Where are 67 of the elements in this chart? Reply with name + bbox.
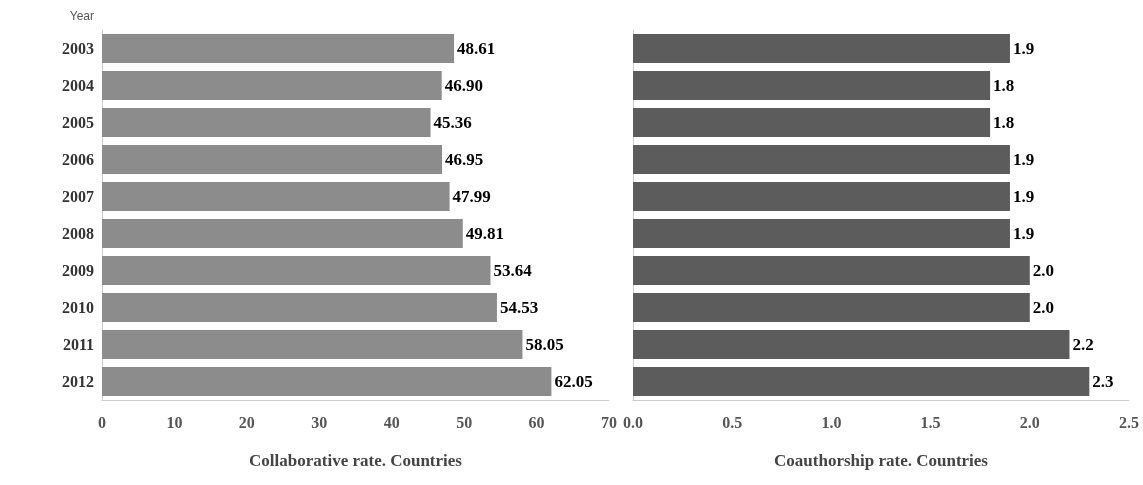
x-axis-title: Collaborative rate. Countries — [249, 451, 463, 470]
x-tick-label: 70 — [601, 413, 617, 431]
y-tick-label: 2006 — [62, 151, 94, 168]
bar — [633, 219, 1010, 248]
bar — [633, 293, 1030, 322]
x-tick-label: 0 — [98, 413, 106, 431]
data-label: 45.36 — [433, 113, 472, 132]
y-tick-label: 2012 — [62, 373, 94, 390]
y-axis-title: Year — [69, 9, 94, 23]
bar — [633, 367, 1090, 396]
bar — [102, 256, 491, 285]
data-label: 48.61 — [457, 39, 496, 58]
data-label: 1.9 — [1012, 39, 1035, 58]
bar — [102, 34, 455, 63]
x-tick-label: 0.5 — [722, 413, 743, 431]
data-label: 2.0 — [1032, 298, 1055, 317]
y-tick-label: 2004 — [62, 77, 94, 94]
bar — [633, 71, 991, 100]
x-tick-label: 20 — [238, 413, 255, 431]
y-tick-label: 2003 — [62, 40, 94, 57]
x-tick-label: 0.0 — [623, 413, 643, 431]
x-tick-label: 2.0 — [1019, 413, 1040, 431]
bar — [102, 293, 497, 322]
bar — [102, 145, 443, 174]
bar — [633, 34, 1010, 63]
bar — [102, 330, 523, 359]
data-label: 1.8 — [993, 76, 1015, 95]
bar — [102, 108, 431, 137]
data-label: 62.05 — [554, 372, 593, 391]
data-label: 54.53 — [499, 298, 539, 317]
data-label: 2.2 — [1072, 335, 1094, 354]
data-label: 58.05 — [525, 335, 564, 354]
x-tick-label: 50 — [456, 413, 473, 431]
y-tick-label: 2007 — [62, 188, 94, 205]
data-label: 46.95 — [445, 150, 484, 169]
data-label: 1.8 — [993, 113, 1015, 132]
y-tick-label: 2009 — [62, 262, 94, 279]
y-tick-label: 2008 — [62, 225, 94, 242]
data-label: 1.9 — [1012, 150, 1035, 169]
data-label: 1.9 — [1012, 224, 1035, 243]
bar — [102, 182, 450, 211]
bar — [102, 71, 442, 100]
bar — [633, 330, 1070, 359]
x-tick-label: 1.5 — [920, 413, 941, 431]
y-tick-label: 2005 — [62, 114, 94, 131]
y-tick-label: 2010 — [62, 299, 94, 316]
bar — [633, 182, 1010, 211]
data-label: 47.99 — [452, 187, 491, 206]
data-label: 1.9 — [1012, 187, 1035, 206]
data-label: 53.64 — [493, 261, 533, 280]
bar — [633, 145, 1010, 174]
data-label: 46.90 — [444, 76, 483, 95]
x-tick-label: 60 — [528, 413, 545, 431]
x-tick-label: 10 — [166, 413, 183, 431]
x-axis-title: Coauthorship rate. Countries — [774, 451, 989, 470]
x-tick-label: 1.0 — [821, 413, 842, 431]
data-label: 49.81 — [465, 224, 505, 243]
x-tick-label: 30 — [311, 413, 328, 431]
x-tick-label: 40 — [383, 413, 400, 431]
bar — [102, 219, 463, 248]
x-tick-label: 2.5 — [1119, 413, 1139, 431]
y-tick-label: 2011 — [62, 336, 94, 353]
bar — [102, 367, 552, 396]
bar — [633, 256, 1030, 285]
data-label: 2.0 — [1032, 261, 1055, 280]
data-label: 2.3 — [1092, 372, 1114, 391]
bar — [633, 108, 991, 137]
